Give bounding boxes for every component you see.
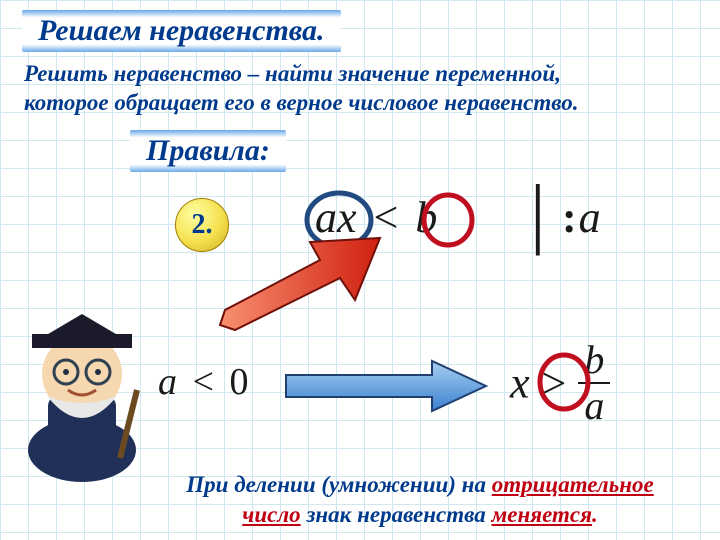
formula-top: ax < b [315,192,437,243]
badge-text: 2. [192,209,213,241]
subtitle: Решить неравенство – найти значение пере… [24,60,579,118]
formula-ax: ax [315,193,357,242]
rules-text: Правила: [146,134,270,167]
rule-number-badge: 2. [175,198,229,252]
professor-icon [2,300,162,490]
title-box: Решаем неравенства. [22,10,341,52]
fa-0: 0 [229,361,248,403]
rules-box: Правила: [130,130,286,172]
bt-p1: При делении (умножении) на [186,472,491,497]
bt-dot: . [592,502,598,527]
bt-chg: меняется [492,502,592,527]
bt-p2: число [242,502,300,527]
fraction: b a [578,340,610,426]
bt-neg: отрицательное [492,472,654,497]
formula-b: b [415,193,437,242]
fr-a: a [578,384,610,426]
formula-divider: | [530,168,546,258]
colon: : [562,193,577,242]
subtitle-line2: которое обращает его в верное числовое н… [24,89,579,118]
arrow-red [210,230,390,340]
formula-a-lt-0: a < 0 [158,360,248,404]
fa-a: a [158,361,177,403]
subtitle-line1: Решить неравенство – найти значение пере… [24,60,579,89]
fr-gt: > [542,359,567,408]
formula-colon-a: :a [562,192,601,243]
fr-x: x [510,359,530,408]
title-text: Решаем неравенства. [38,14,325,47]
bottom-rule: При делении (умножении) на отрицательное… [140,470,700,530]
arrow-blue [282,358,492,414]
formula-result: x > b a [510,340,610,426]
bt-p3: знак неравенства [301,502,492,527]
formula-a-right: a [579,193,601,242]
divider-bar: | [530,169,546,256]
formula-lt: < [374,193,399,242]
fr-b: b [578,340,610,382]
fa-lt: < [193,361,214,403]
